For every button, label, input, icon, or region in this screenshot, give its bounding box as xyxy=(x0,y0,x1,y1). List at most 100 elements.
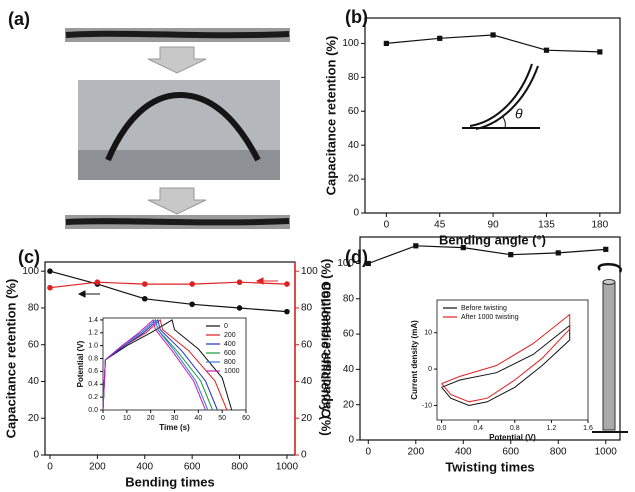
y-tick-label: 60 xyxy=(348,106,360,117)
x-tick-label: 30 xyxy=(171,415,179,422)
arrow xyxy=(147,46,207,74)
fiber xyxy=(65,30,290,39)
y-tick-label: 100 xyxy=(342,38,359,49)
y-tick-label: 60 xyxy=(28,339,40,350)
y-tick-label: 0.4 xyxy=(88,381,98,388)
y-tick-label: 80 xyxy=(343,293,355,304)
panel-label: (c) xyxy=(18,247,40,267)
bend-icon xyxy=(462,63,540,130)
marker xyxy=(555,250,561,256)
y-tick-label: -10 xyxy=(422,402,432,409)
x-tick-label: 600 xyxy=(502,447,519,458)
y-axis-title: Capacitance retention (%) xyxy=(318,259,333,419)
axis-arrow xyxy=(77,290,100,298)
x-axis-title: Bending times xyxy=(125,474,215,489)
series-line xyxy=(368,245,606,265)
y-tick-label: 0.8 xyxy=(88,355,98,362)
y2-tick-label: 0 xyxy=(301,450,307,461)
arrow xyxy=(147,187,207,215)
y-tick-label: 100 xyxy=(337,258,354,269)
y2-tick-label: 40 xyxy=(301,376,313,387)
series-line xyxy=(441,324,571,407)
x-tick-label: 40 xyxy=(194,415,202,422)
y-tick-label: 40 xyxy=(28,376,40,387)
x-tick-label: 50 xyxy=(218,415,226,422)
marker xyxy=(508,252,514,258)
cylinder xyxy=(602,281,616,431)
x-tick-label: 200 xyxy=(407,447,424,458)
x-tick-label: 60 xyxy=(242,415,250,422)
fiber xyxy=(105,91,261,162)
x-tick-label: 0 xyxy=(101,415,105,422)
plot-frame xyxy=(359,236,621,441)
angle-arc xyxy=(501,115,506,129)
x-tick-label: 0.0 xyxy=(437,425,447,432)
marker xyxy=(284,308,290,315)
y-tick-label: 0 xyxy=(348,435,354,446)
panel-label: (a) xyxy=(8,9,30,29)
x-tick-label: 200 xyxy=(89,462,106,473)
series-line xyxy=(49,281,287,289)
legend-label: Before twisting xyxy=(461,305,507,312)
series-line xyxy=(441,313,571,403)
marker xyxy=(141,295,148,302)
marker xyxy=(189,301,195,308)
y-tick-label: 100 xyxy=(22,266,39,277)
x-tick-label: 0 xyxy=(366,447,372,458)
y-tick-label: 40 xyxy=(348,140,360,151)
legend-label: 800 xyxy=(224,359,236,366)
marker xyxy=(47,268,53,274)
y2-tick-label: 100 xyxy=(301,266,318,277)
x-tick-label: 800 xyxy=(550,447,567,458)
y-tick-label: 40 xyxy=(343,364,355,375)
x-axis-title: Twisting times xyxy=(445,459,534,474)
y-tick-label: 1.4 xyxy=(88,317,98,324)
marker xyxy=(189,281,195,287)
cylinder-top xyxy=(602,279,616,285)
y2-axis-title: Coulombic efficiency (%) xyxy=(319,281,334,436)
x-tick-label: 45 xyxy=(434,220,446,231)
marker xyxy=(284,281,290,287)
marker xyxy=(141,281,148,287)
legend-label: 400 xyxy=(224,341,236,348)
marker xyxy=(543,47,550,53)
x-tick-label: 1.6 xyxy=(583,425,593,432)
y2-tick-label: 20 xyxy=(301,413,313,424)
y-tick-label: 80 xyxy=(28,303,40,314)
y2-tick-label: 60 xyxy=(301,339,313,350)
y-tick-label: 0.2 xyxy=(88,394,98,401)
x-axis-title: Potential (V) xyxy=(489,433,536,442)
marker xyxy=(413,243,419,249)
x-tick-label: 1000 xyxy=(595,447,618,458)
y-tick-label: 0 xyxy=(33,450,39,461)
x-axis-title: Time (s) xyxy=(159,423,190,432)
x-tick-label: 800 xyxy=(231,462,248,473)
marker xyxy=(603,246,609,252)
x-tick-label: 180 xyxy=(591,220,608,231)
x-tick-label: 400 xyxy=(455,447,472,458)
legend-label: 0 xyxy=(224,323,228,330)
y2-tick-label: 80 xyxy=(301,303,313,314)
x-tick-label: 0 xyxy=(384,220,390,231)
x-tick-label: 0.4 xyxy=(473,425,483,432)
y-tick-label: 20 xyxy=(348,174,360,185)
series-line xyxy=(102,318,218,411)
x-tick-label: 0 xyxy=(47,462,53,473)
plot-frame xyxy=(364,17,621,214)
marker xyxy=(94,279,101,286)
series-line xyxy=(49,270,287,313)
y-tick-label: 10 xyxy=(424,330,432,337)
y-axis-title: Potential (V) xyxy=(76,340,85,387)
annotation: θ xyxy=(515,106,523,122)
y-tick-label: 0.6 xyxy=(88,368,98,375)
y-tick-label: 0 xyxy=(353,208,359,219)
marker xyxy=(597,49,603,55)
marker xyxy=(47,284,53,291)
marker xyxy=(490,32,496,38)
y-tick-label: 20 xyxy=(28,413,40,424)
x-axis-title: Bending angle (°) xyxy=(439,232,546,247)
legend-label: 200 xyxy=(224,332,236,339)
marker xyxy=(365,260,371,267)
y-axis-title: Capacitance retention (%) xyxy=(3,279,18,439)
